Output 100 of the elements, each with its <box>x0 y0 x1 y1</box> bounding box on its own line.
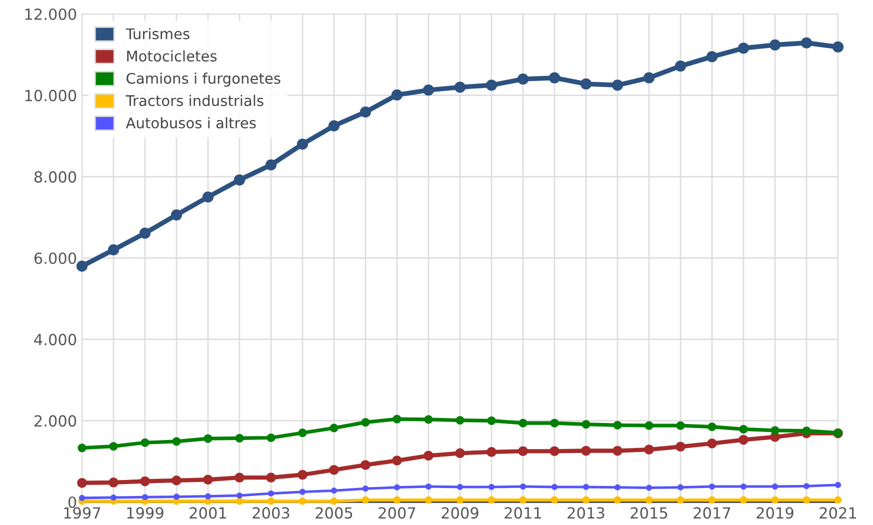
point <box>330 488 338 494</box>
point <box>550 446 560 456</box>
point <box>454 82 466 93</box>
point <box>329 464 339 475</box>
point <box>360 106 372 118</box>
point <box>834 496 842 504</box>
point <box>676 421 685 430</box>
point <box>550 418 559 428</box>
point <box>110 494 117 501</box>
point <box>707 438 717 448</box>
point <box>391 89 403 100</box>
y-tick-label: 4.000 <box>34 334 76 346</box>
point <box>486 80 498 91</box>
point <box>580 78 592 90</box>
point <box>234 174 246 186</box>
point <box>298 498 306 505</box>
point <box>550 496 558 504</box>
point <box>708 483 716 490</box>
point <box>487 416 496 425</box>
point <box>802 496 810 504</box>
point <box>392 456 402 466</box>
point <box>518 446 528 456</box>
point <box>486 447 496 457</box>
point <box>517 74 529 85</box>
point <box>361 418 370 427</box>
point <box>582 484 590 490</box>
point <box>834 482 842 488</box>
point <box>330 424 338 432</box>
point <box>77 478 87 488</box>
point <box>456 416 464 425</box>
point <box>740 483 747 490</box>
legend-label: Turismes <box>126 28 190 40</box>
x-tick-label: 2007 <box>378 507 416 519</box>
point <box>173 494 180 500</box>
point <box>236 498 244 505</box>
point <box>772 483 778 490</box>
point <box>234 472 244 483</box>
point <box>456 496 464 504</box>
point <box>769 39 781 50</box>
point <box>708 496 716 504</box>
x-tick-label: 2011 <box>504 507 542 519</box>
point <box>424 496 432 504</box>
point <box>739 424 748 434</box>
point <box>612 446 622 456</box>
point <box>803 483 810 490</box>
point <box>109 442 118 451</box>
point <box>551 484 558 490</box>
x-tick-label: 2021 <box>820 507 856 519</box>
point <box>108 478 118 488</box>
y-tick-label: 2.000 <box>34 415 76 427</box>
point <box>394 484 400 490</box>
point <box>674 60 686 72</box>
point <box>802 426 811 436</box>
point <box>708 422 716 432</box>
point <box>393 496 401 504</box>
point <box>770 426 780 435</box>
y-tick-label: 10.000 <box>25 90 76 102</box>
point <box>455 448 465 458</box>
point <box>328 120 340 132</box>
point <box>706 51 718 62</box>
y-tick-label: 0 <box>68 496 76 508</box>
x-tick-label: 2017 <box>694 507 730 519</box>
point <box>519 496 527 504</box>
point <box>645 496 653 504</box>
point <box>771 496 779 504</box>
point <box>800 37 812 48</box>
point <box>520 483 526 490</box>
y-tick-label: 12.000 <box>25 8 76 20</box>
point <box>422 84 434 96</box>
point <box>203 474 213 485</box>
point <box>360 460 370 470</box>
point <box>266 433 276 442</box>
point <box>235 434 244 442</box>
point <box>614 496 622 504</box>
point <box>644 421 654 430</box>
y-tick-label: 6.000 <box>34 252 76 264</box>
point <box>488 484 495 490</box>
point <box>172 476 182 486</box>
point <box>299 488 306 495</box>
y-tick-label: 8.000 <box>34 171 76 183</box>
point <box>236 492 243 499</box>
point <box>518 418 528 428</box>
point <box>330 498 338 505</box>
point <box>677 484 684 490</box>
point <box>488 496 496 504</box>
point <box>296 138 308 150</box>
point <box>362 496 370 504</box>
point <box>425 483 432 490</box>
point <box>548 72 560 84</box>
point <box>582 420 590 429</box>
point <box>676 496 684 504</box>
point <box>268 490 274 497</box>
x-tick-label: 2009 <box>442 507 478 519</box>
point <box>832 41 844 52</box>
point <box>738 434 748 445</box>
x-tick-label: 2001 <box>190 507 226 519</box>
point <box>139 228 151 239</box>
point <box>738 42 750 54</box>
point <box>76 260 88 272</box>
point <box>78 444 86 452</box>
